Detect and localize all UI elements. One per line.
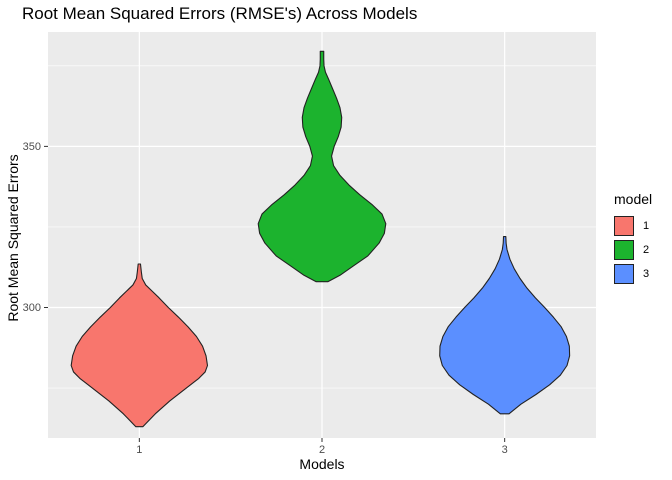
legend-label-3: 3 xyxy=(643,268,650,280)
legend-swatch-3 xyxy=(614,264,634,284)
y-axis: 300 350 xyxy=(23,141,48,314)
legend-label-2: 2 xyxy=(643,244,650,256)
legend-label-1: 1 xyxy=(643,220,650,232)
y-tick-label: 300 xyxy=(23,302,41,314)
violin-model-3 xyxy=(439,236,571,415)
chart-title: Root Mean Squared Errors (RMSE's) Across… xyxy=(22,4,418,23)
x-tick-label: 3 xyxy=(502,444,508,456)
y-axis-label: Root Mean Squared Errors xyxy=(5,154,21,322)
violin-model-2 xyxy=(257,50,387,283)
legend-item-2: 2 xyxy=(614,238,652,262)
x-tick-label: 1 xyxy=(136,444,142,456)
legend: model 1 2 3 xyxy=(614,191,652,286)
violins xyxy=(70,50,571,428)
y-tick-label: 350 xyxy=(23,141,41,153)
legend-item-3: 3 xyxy=(614,262,652,286)
legend-swatch-2 xyxy=(614,240,634,260)
x-tick-label: 2 xyxy=(319,444,325,456)
x-axis: 1 2 3 xyxy=(136,438,508,456)
legend-title: model xyxy=(614,191,653,207)
legend-item-1: 1 xyxy=(614,214,652,238)
violin-model-1 xyxy=(70,263,209,428)
x-axis-label: Models xyxy=(299,456,345,472)
legend-swatch-1 xyxy=(614,216,634,236)
